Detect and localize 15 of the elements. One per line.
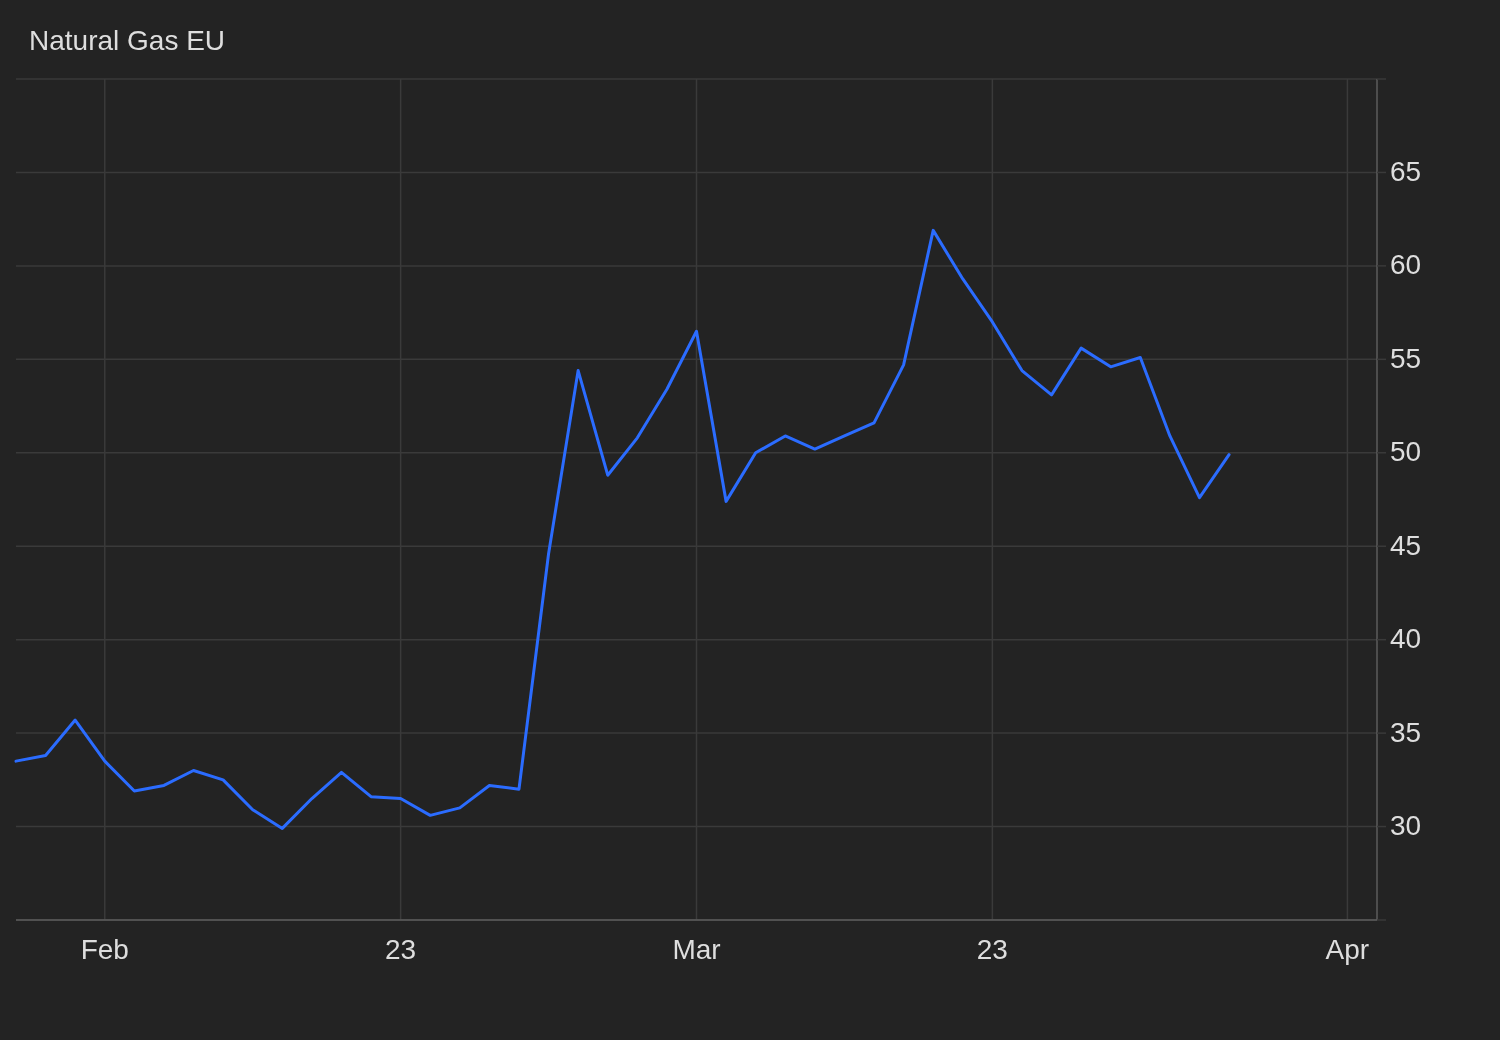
x-tick-label: Apr bbox=[1325, 934, 1370, 965]
y-tick-label: 40 bbox=[1390, 623, 1422, 655]
y-tick-label: 45 bbox=[1390, 529, 1422, 561]
x-tick-label: 23 bbox=[976, 934, 1008, 965]
y-tick-label: 65 bbox=[1390, 155, 1422, 187]
y-tick-label: 55 bbox=[1390, 342, 1422, 374]
y-tick-label: 30 bbox=[1390, 809, 1422, 841]
y-tick-label: 35 bbox=[1390, 716, 1422, 748]
y-tick-label: 60 bbox=[1390, 249, 1422, 281]
line-series bbox=[14, 228, 1231, 830]
chart-title: Natural Gas EU bbox=[29, 25, 226, 56]
x-tick-label: Mar bbox=[672, 934, 721, 965]
x-tick-label: Feb bbox=[80, 934, 129, 965]
x-tick-label: 23 bbox=[385, 934, 417, 965]
y-tick-label: 50 bbox=[1390, 436, 1422, 468]
